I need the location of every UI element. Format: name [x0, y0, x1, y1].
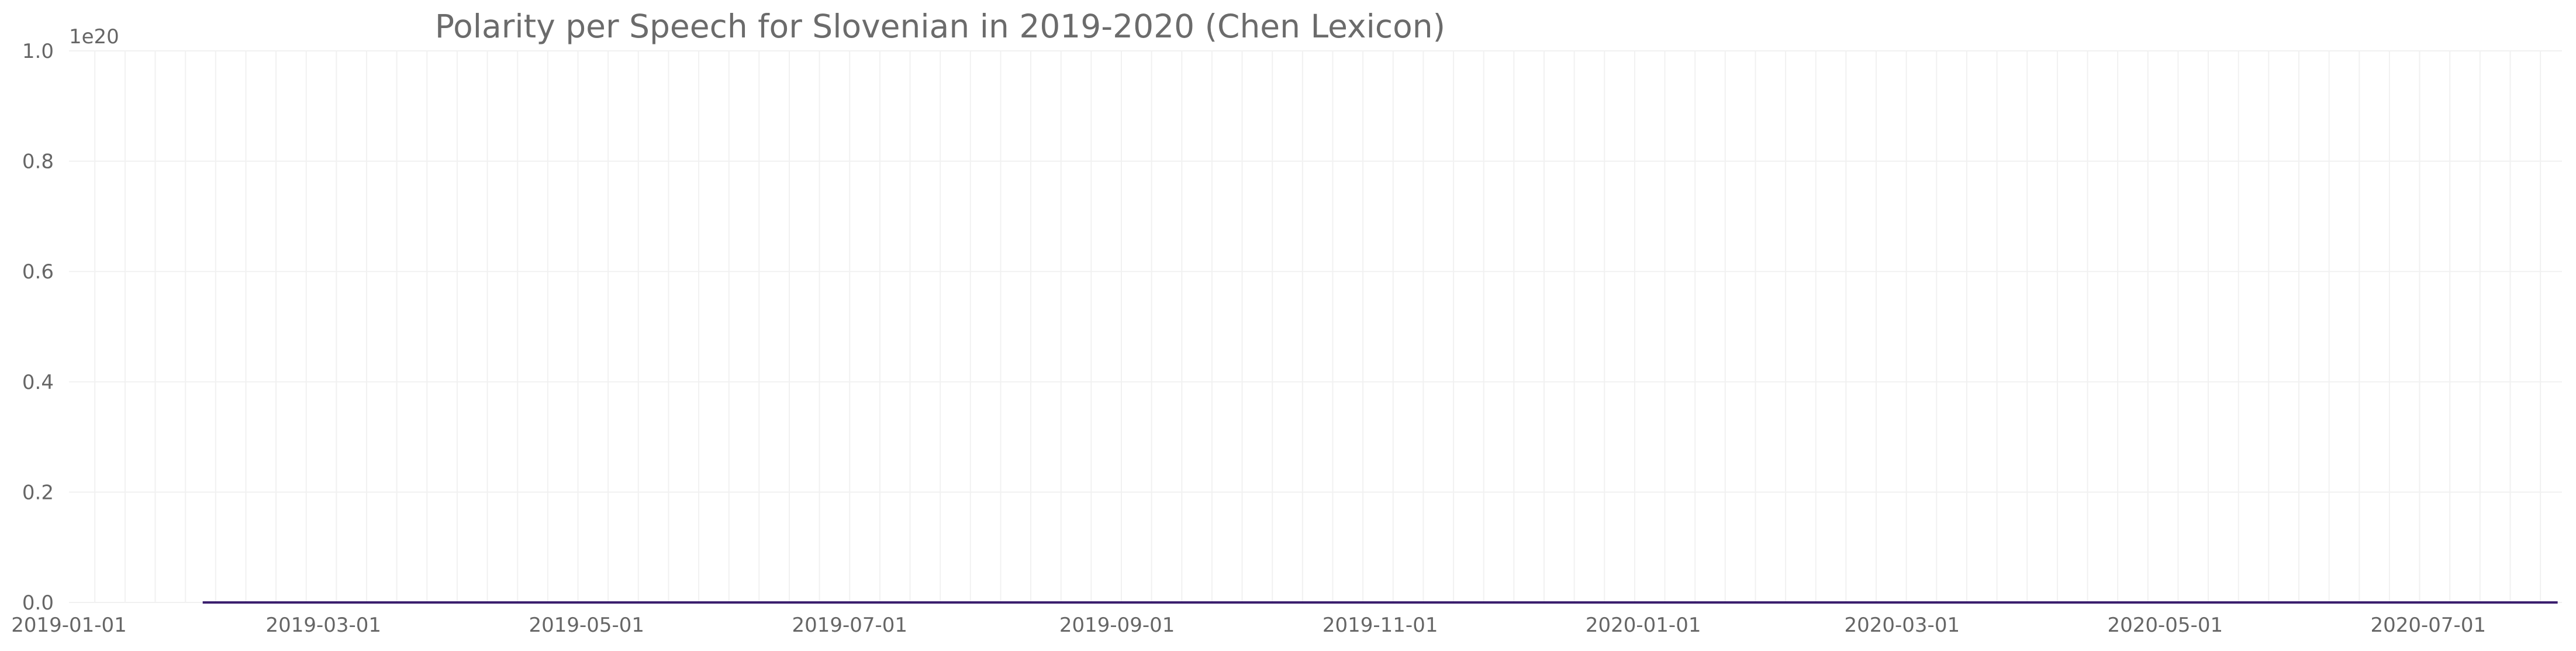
- x-tick-label: 2020-05-01: [2108, 614, 2223, 637]
- y-tick-label: 0.4: [22, 371, 54, 394]
- x-tick-label: 2020-07-01: [2371, 614, 2487, 637]
- x-tick-label: 2019-03-01: [265, 614, 381, 637]
- x-tick-label: 2020-03-01: [1844, 614, 1960, 637]
- y-tick-label: 0.2: [22, 481, 54, 504]
- x-tick-label: 2019-11-01: [1322, 614, 1438, 637]
- y-axis-ticks: 0.0 0.2 0.4 0.6 0.8 1.0: [22, 40, 54, 615]
- y-tick-label: 0.0: [22, 591, 54, 615]
- grid-lines: [69, 50, 2562, 603]
- y-tick-label: 0.8: [22, 150, 54, 174]
- x-tick-label: 2019-09-01: [1059, 614, 1175, 637]
- x-tick-label: 2019-01-01: [11, 614, 127, 637]
- y-tick-label: 1.0: [22, 40, 54, 63]
- x-axis-ticks: 2019-01-01 2019-03-01 2019-05-01 2019-07-01…: [11, 614, 2486, 637]
- x-tick-label: 2019-07-01: [792, 614, 907, 637]
- y-axis-exponent-label: 1e20: [69, 25, 119, 49]
- x-tick-label: 2020-01-01: [1586, 614, 1701, 637]
- chart-title: Polarity per Speech for Slovenian in 201…: [435, 8, 1445, 45]
- x-tick-label: 2019-05-01: [529, 614, 644, 637]
- y-tick-label: 0.6: [22, 260, 54, 284]
